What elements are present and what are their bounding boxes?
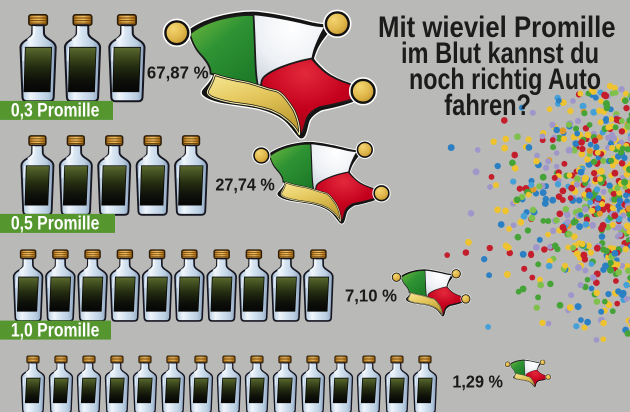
svg-text:fahren?: fahren? [444, 89, 531, 122]
svg-text:27,74 %: 27,74 % [215, 174, 275, 194]
svg-text:0,5 Promille: 0,5 Promille [11, 214, 100, 235]
svg-text:7,10 %: 7,10 % [345, 286, 397, 306]
svg-text:Mit wieviel Promille: Mit wieviel Promille [378, 11, 616, 44]
svg-text:0,3 Promille: 0,3 Promille [11, 101, 100, 122]
svg-text:1,0 Promille: 1,0 Promille [11, 320, 100, 341]
svg-text:noch richtig Auto: noch richtig Auto [409, 63, 601, 96]
svg-text:im Blut kannst du: im Blut kannst du [401, 37, 599, 70]
svg-text:1,29 %: 1,29 % [452, 372, 503, 392]
svg-text:67,87 %: 67,87 % [147, 62, 209, 82]
